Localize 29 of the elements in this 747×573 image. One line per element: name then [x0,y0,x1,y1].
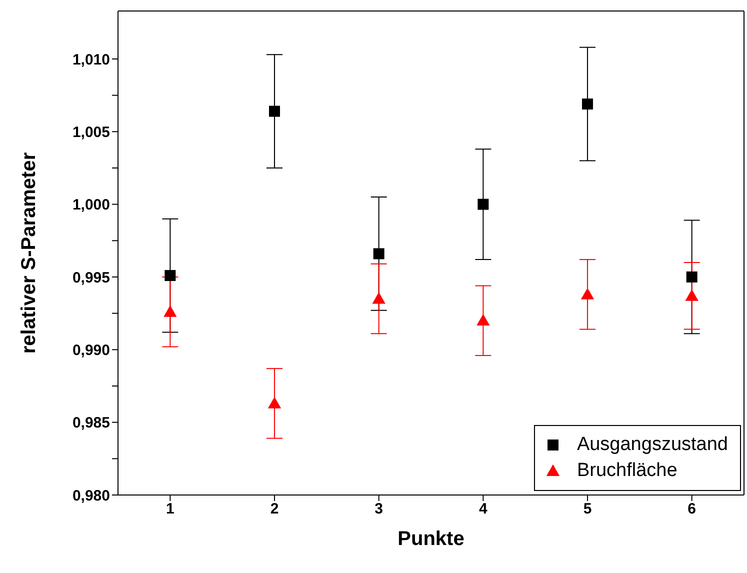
point [164,270,176,282]
point [373,248,384,260]
y-tick-label: 1,000 [72,196,110,214]
x-axis-title: Punkte [398,528,464,550]
point [686,271,698,282]
point [372,292,386,304]
x-tick-label: 1 [166,500,174,518]
y-tick-label: 0,990 [72,342,110,359]
point [582,98,593,110]
point [580,288,594,300]
y-tick-label: 0,995 [72,269,110,286]
y-tick-label: 1,010 [72,51,110,68]
point [164,305,177,317]
x-tick-label: 4 [478,500,488,518]
point [478,198,489,210]
x-tick-label: 6 [688,500,696,518]
y-tick-label: 0,980 [72,487,110,504]
legend-label: Bruchfläche [576,459,678,483]
x-tick-label: 2 [270,500,279,518]
legend-label: Ausgangszustand [576,433,728,457]
point [269,106,280,117]
x-tick-label: 3 [374,500,384,518]
point [268,396,282,408]
x-tick-label: 5 [583,500,592,518]
point [685,289,698,301]
y-axis-title: relativer S-Parameter [18,152,40,354]
point [476,314,490,326]
y-tick-label: 1,005 [72,124,110,141]
y-tick-label: 0,985 [72,414,110,432]
